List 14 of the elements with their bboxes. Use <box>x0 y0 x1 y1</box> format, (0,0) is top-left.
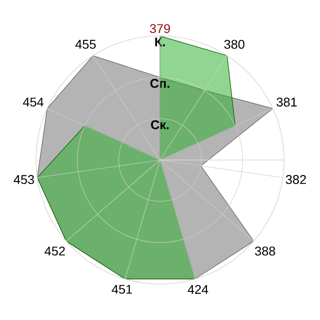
spoke-label: 455 <box>75 40 96 49</box>
spoke-label: 382 <box>286 175 306 184</box>
spoke-label: 381 <box>276 98 297 107</box>
spoke-label: 424 <box>188 284 208 294</box>
y-tick-label: Ск. <box>151 120 169 130</box>
spoke-label: 451 <box>112 284 132 294</box>
spoke-label: 388 <box>255 246 276 256</box>
spoke-label: 452 <box>44 246 65 256</box>
spoke-label: 453 <box>14 175 34 184</box>
y-tick-label: Сп. <box>150 78 170 88</box>
spoke-label: 379 <box>150 24 170 34</box>
y-tick-label: К. <box>155 38 165 46</box>
spoke-label: 454 <box>22 98 44 107</box>
spoke-label: 380 <box>224 40 244 49</box>
